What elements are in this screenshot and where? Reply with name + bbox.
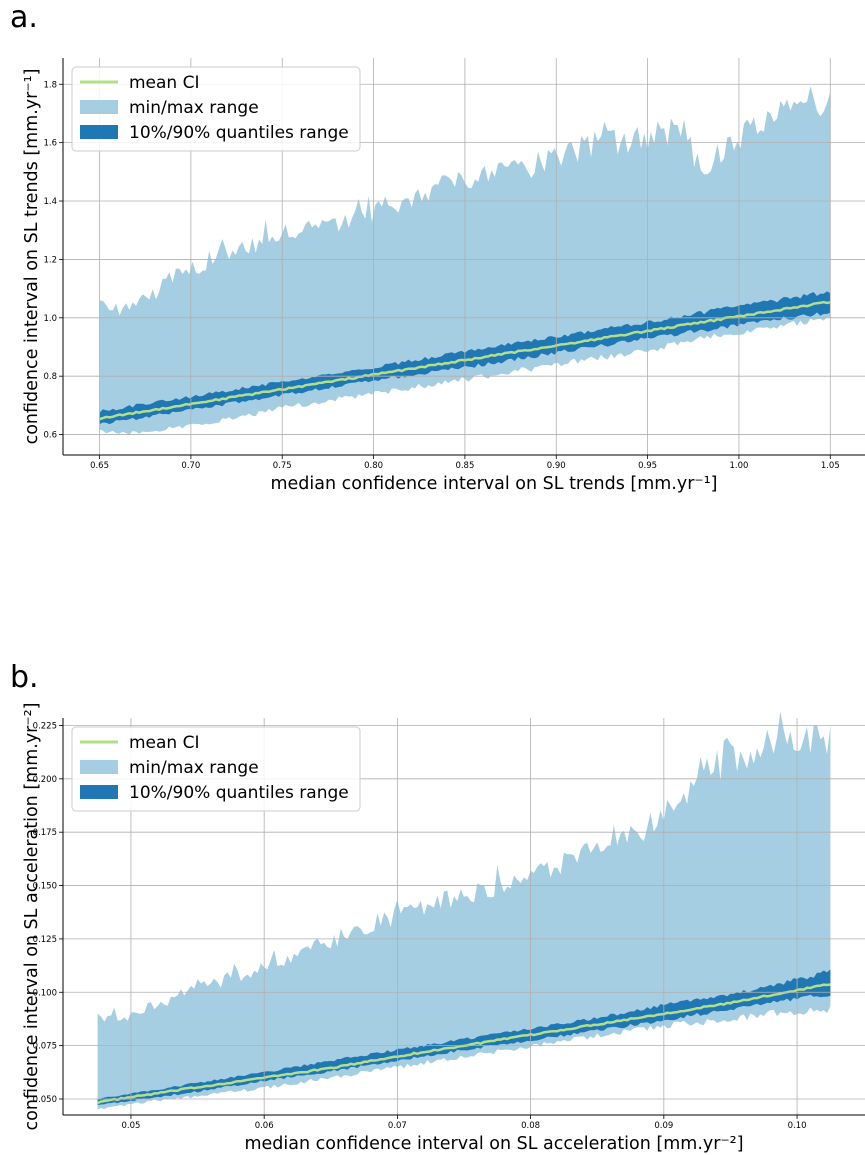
y-tick-label: 0.8 xyxy=(43,372,57,382)
y-tick-label: 0.075 xyxy=(33,1042,57,1052)
x-tick-label: 0.65 xyxy=(90,461,109,471)
panel-a-label: a. xyxy=(10,0,38,35)
legend-box xyxy=(71,726,361,812)
legend-box xyxy=(71,66,361,152)
x-tick-label: 0.90 xyxy=(547,461,566,471)
y-tick-label: 1.8 xyxy=(43,80,57,90)
plot-b: 0.05 0.06 0.07 0.08 0.09 0.10 0.050 0.075 0.100 0… xyxy=(22,703,865,1154)
legend-label: 10%/90% quantiles range xyxy=(129,783,349,803)
legend-swatch-quantile xyxy=(80,785,118,799)
y-tick-label: 0.125 xyxy=(33,935,57,945)
x-tick-label: 0.95 xyxy=(638,461,657,471)
legend-swatch-minmax xyxy=(80,760,118,774)
x-tick-label: 0.08 xyxy=(521,1121,540,1131)
y-tick-label: 0.100 xyxy=(33,988,57,998)
x-axis-title: median confidence interval on SL trends … xyxy=(270,474,717,494)
legend-b: mean CI min/max range 10%/90% quantiles ra… xyxy=(71,726,361,812)
y-tick-label: 1.6 xyxy=(43,139,57,149)
y-axis-title: confidence interval on SL trends [mm.yr⁻… xyxy=(22,69,42,445)
y-axis-title: confidence interval on SL acceleration [… xyxy=(22,703,42,1131)
legend-swatch-minmax xyxy=(80,100,118,114)
x-tick-label: 0.70 xyxy=(181,461,200,471)
x-tick-label: 1.00 xyxy=(729,461,748,471)
y-tick-label: 0.050 xyxy=(33,1095,57,1105)
legend-label: mean CI xyxy=(129,73,200,93)
x-tick-label: 0.85 xyxy=(455,461,474,471)
x-tick-label: 0.10 xyxy=(788,1121,807,1131)
x-tick-label: 0.75 xyxy=(273,461,292,471)
x-tick-label: 0.80 xyxy=(364,461,383,471)
y-tick-label: 0.150 xyxy=(33,882,57,892)
y-tick-label: 1.0 xyxy=(43,314,57,324)
y-tick-label: 0.200 xyxy=(33,775,57,785)
chart-a: 0.65 0.70 0.75 0.80 0.85 0.90 0.95 1.00 1.05 0.6 0… xyxy=(22,58,865,494)
legend-swatch-quantile xyxy=(80,125,118,139)
y-tick-label: 0.225 xyxy=(33,721,57,731)
legend-label: 10%/90% quantiles range xyxy=(129,123,349,143)
quantile-band-b xyxy=(97,969,831,1105)
x-tick-label: 0.05 xyxy=(121,1121,140,1131)
plot-a: 0.65 0.70 0.75 0.80 0.85 0.90 0.95 1.00 1.05 0.6 0… xyxy=(22,58,865,494)
y-tick-label: 0.6 xyxy=(43,431,57,441)
legend-label: min/max range xyxy=(129,98,259,118)
y-tick-label: 1.4 xyxy=(43,197,57,207)
x-tick-label: 0.07 xyxy=(388,1121,407,1131)
x-axis-title: median confidence interval on SL acceler… xyxy=(244,1134,743,1154)
x-tick-label: 0.09 xyxy=(654,1121,673,1131)
y-tick-label: 0.175 xyxy=(33,828,57,838)
x-tick-label: 0.06 xyxy=(255,1121,274,1131)
panel-b-label: b. xyxy=(10,660,39,695)
y-tick-label: 1.2 xyxy=(43,255,57,265)
legend-label: min/max range xyxy=(129,758,259,778)
legend-a: mean CI min/max range 10%/90% quantiles ra… xyxy=(71,66,361,152)
legend-label: mean CI xyxy=(129,733,200,753)
x-tick-label: 1.05 xyxy=(821,461,840,471)
